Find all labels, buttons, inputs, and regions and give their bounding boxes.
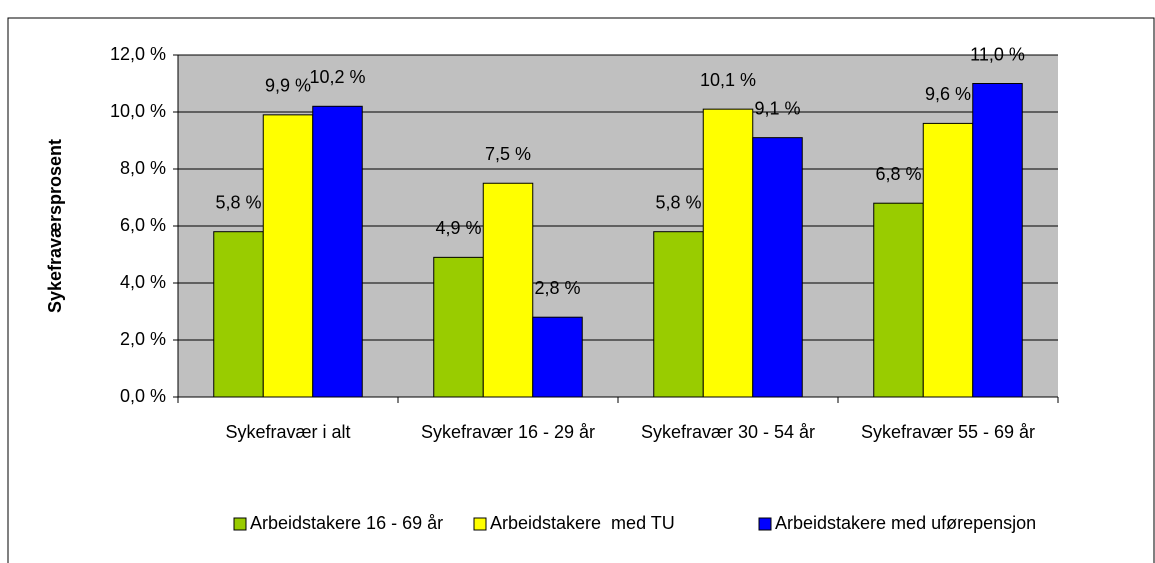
bar xyxy=(653,231,704,398)
bar xyxy=(532,316,583,398)
bar xyxy=(433,256,484,398)
bar xyxy=(873,202,924,398)
y-tick-label: 2,0 % xyxy=(120,329,166,349)
bar xyxy=(482,182,534,398)
y-tick-label: 4,0 % xyxy=(120,272,166,292)
value-label: 10,2 % xyxy=(309,67,365,87)
y-tick-label: 0,0 % xyxy=(120,386,166,406)
legend-label: Arbeidstakere med uførepensjon xyxy=(775,513,1036,533)
value-label: 7,5 % xyxy=(485,144,531,164)
bar xyxy=(972,83,1023,398)
legend-swatch xyxy=(758,517,772,531)
x-tick-label: Sykefravær 30 - 54 år xyxy=(640,422,816,442)
legend-label: Arbeidstakere med TU xyxy=(490,513,675,533)
bar xyxy=(262,114,314,398)
value-label: 9,6 % xyxy=(925,84,971,104)
legend-label: Arbeidstakere 16 - 69 år xyxy=(250,513,443,533)
value-label: 9,1 % xyxy=(754,98,800,118)
value-label: 2,8 % xyxy=(534,278,580,298)
bar xyxy=(752,137,803,398)
y-axis-label: Sykefraværsprosent xyxy=(45,139,65,313)
value-label: 6,8 % xyxy=(875,164,921,184)
legend-swatch xyxy=(473,517,487,531)
bar xyxy=(702,108,754,398)
y-tick-label: 6,0 % xyxy=(120,215,166,235)
bar xyxy=(312,105,363,398)
value-label: 5,8 % xyxy=(655,192,701,212)
y-tick-label: 12,0 % xyxy=(110,44,166,64)
bar xyxy=(922,122,974,398)
value-label: 5,8 % xyxy=(215,192,261,212)
y-tick-label: 10,0 % xyxy=(110,101,166,121)
legend-swatch xyxy=(233,517,247,531)
value-label: 4,9 % xyxy=(435,218,481,238)
y-tick-label: 8,0 % xyxy=(120,158,166,178)
x-tick-label: Sykefravær 55 - 69 år xyxy=(860,422,1036,442)
x-tick-label: Sykefravær 16 - 29 år xyxy=(420,422,596,442)
bar xyxy=(213,231,264,398)
x-tick-label: Sykefravær i alt xyxy=(225,422,351,442)
value-label: 11,0 % xyxy=(970,44,1025,64)
value-label: 10,1 % xyxy=(700,70,756,90)
value-label: 9,9 % xyxy=(265,76,311,96)
